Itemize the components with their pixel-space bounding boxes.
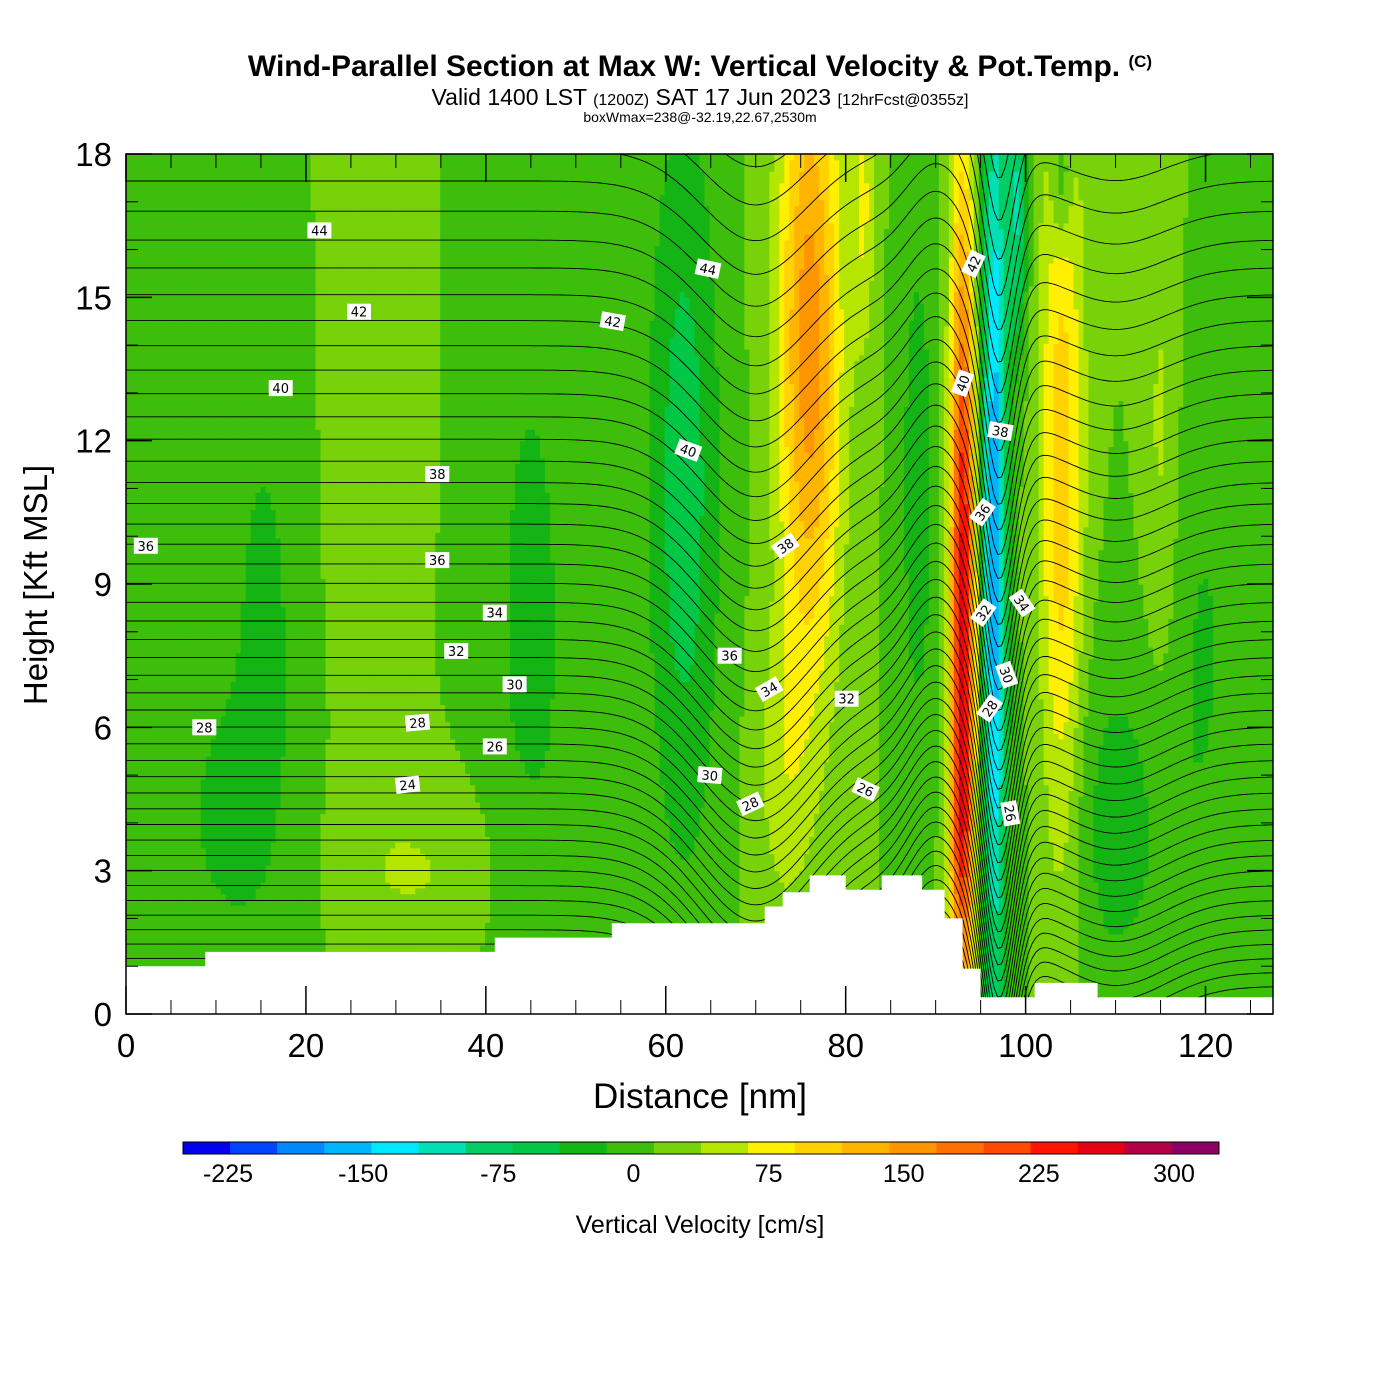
colorbar-bin: [1078, 1142, 1125, 1154]
contour-label-text: 28: [409, 716, 427, 732]
colorbar-bin: [842, 1142, 889, 1154]
contour-label-4: 36: [134, 538, 158, 555]
contour-label-text: 36: [721, 650, 738, 665]
x-tick-label: 80: [827, 1027, 864, 1064]
colorbar-bin: [889, 1142, 936, 1154]
contour-label-2: 40: [269, 380, 293, 397]
theta-contour-46: [126, 0, 1273, 79]
colorbar-tick-label: -75: [480, 1160, 516, 1188]
colorbar-bin: [654, 1142, 701, 1154]
contour-label-text: 30: [701, 768, 719, 784]
colorbar-tick-label: 75: [755, 1160, 783, 1188]
contour-label-text: 26: [1000, 804, 1018, 823]
contour-label-20: 30: [697, 766, 722, 785]
y-tick-label: 15: [75, 279, 112, 316]
contour-label-9: 28: [192, 719, 216, 736]
contour-label-11: 26: [483, 738, 507, 755]
y-axis-label: Height [Kft MSL]: [17, 465, 54, 705]
contour-label-6: 34: [483, 605, 507, 622]
contour-label-text: 26: [487, 740, 504, 755]
x-tick-label: 120: [1178, 1027, 1233, 1064]
contour-label-7: 32: [444, 643, 468, 660]
colorbar-bin: [984, 1142, 1031, 1154]
colorbar-bin: [466, 1142, 513, 1154]
colorbar-tick-label: -150: [338, 1160, 388, 1188]
contour-label-text: 36: [429, 554, 446, 569]
colorbar-bin: [230, 1142, 277, 1154]
contour-label-text: 24: [399, 778, 417, 795]
contour-label-text: 30: [506, 678, 523, 693]
colorbar-bin: [513, 1142, 560, 1154]
contour-label-text: 40: [272, 382, 289, 397]
colorbar-tick-label: 225: [1018, 1160, 1060, 1188]
colorbar-bin: [418, 1142, 465, 1154]
colorbar-bin: [748, 1142, 795, 1154]
colorbar-bin: [371, 1142, 418, 1154]
theta-contour-45.5: [126, 0, 1273, 131]
colorbar-bin: [277, 1142, 324, 1154]
colorbar-tick-label: 300: [1153, 1160, 1195, 1188]
contour-label-5: 36: [425, 552, 449, 569]
cross-section-chart: 44424038363634323028 282624444240383634 32…: [0, 0, 1400, 1400]
y-tick-label: 18: [75, 136, 112, 173]
contour-label-19: 32: [835, 691, 859, 708]
x-tick-label: 60: [647, 1027, 684, 1064]
y-tick-label: 12: [75, 423, 112, 460]
colorbar-bin: [1125, 1142, 1172, 1154]
x-tick-label: 0: [117, 1027, 135, 1064]
colorbar-bin: [183, 1142, 230, 1154]
contour-label-text: 42: [603, 314, 622, 332]
theta-contour-46.5: [126, 0, 1273, 17]
colorbar-bin: [324, 1142, 371, 1154]
contour-label-text: 38: [429, 468, 446, 483]
y-tick-label: 6: [94, 709, 112, 746]
theta-contour-45: [126, 6, 1273, 178]
contour-label-17: 36: [718, 648, 742, 665]
contour-label-text: 44: [311, 224, 328, 239]
colorbar-bin: [701, 1142, 748, 1154]
colorbar-bin: [607, 1142, 654, 1154]
x-tick-label: 20: [288, 1027, 325, 1064]
y-tick-label: 0: [94, 996, 112, 1033]
colorbar-tick-label: 150: [883, 1160, 925, 1188]
contour-label-0: 44: [307, 222, 331, 239]
contour-label-text: 38: [991, 424, 1010, 442]
colorbar-bin: [1172, 1142, 1219, 1154]
contour-label-text: 34: [487, 607, 504, 622]
x-tick-label: 40: [467, 1027, 504, 1064]
colorbar-bin: [1031, 1142, 1078, 1154]
colorbar-bin: [936, 1142, 983, 1154]
y-tick-label: 3: [94, 853, 112, 890]
contour-label-10: 28: [405, 714, 430, 733]
contour-label-text: 36: [138, 540, 155, 555]
contour-label-text: 32: [448, 645, 465, 660]
contour-label-1: 42: [347, 304, 371, 321]
colorbar-bin: [795, 1142, 842, 1154]
colorbar: -225 -150 -75 0 75 150 225 300: [183, 1142, 1219, 1188]
y-tick-label: 9: [94, 566, 112, 603]
x-axis-label: Distance [nm]: [593, 1077, 807, 1116]
contour-label-text: 32: [838, 693, 855, 708]
x-tick-label: 100: [998, 1027, 1053, 1064]
contour-label-12: 24: [395, 775, 421, 794]
colorbar-label: Vertical Velocity [cm/s]: [576, 1211, 825, 1239]
colorbar-tick-label: 0: [626, 1160, 640, 1188]
colorbar-tick-label: -225: [203, 1160, 253, 1188]
contour-label-text: 28: [196, 721, 213, 736]
colorbar-bin: [560, 1142, 607, 1154]
contour-label-text: 42: [351, 306, 368, 321]
contour-label-3: 38: [425, 466, 449, 483]
contour-label-8: 30: [503, 676, 527, 693]
